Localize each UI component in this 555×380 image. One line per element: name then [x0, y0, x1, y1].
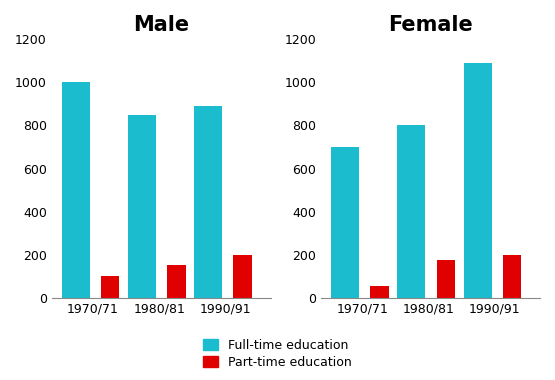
Bar	[234, 255, 252, 298]
Bar	[370, 286, 389, 298]
Bar	[128, 115, 156, 298]
Bar	[194, 106, 222, 298]
Bar	[101, 276, 119, 298]
Bar	[331, 147, 359, 298]
Bar	[62, 82, 89, 298]
Bar	[464, 63, 492, 298]
Bar	[437, 260, 455, 298]
Bar	[397, 125, 425, 298]
Bar	[503, 255, 522, 298]
Legend: Full-time education, Part-time education: Full-time education, Part-time education	[198, 334, 357, 374]
Bar	[167, 266, 186, 298]
Title: Female: Female	[388, 15, 473, 35]
Title: Male: Male	[133, 15, 189, 35]
